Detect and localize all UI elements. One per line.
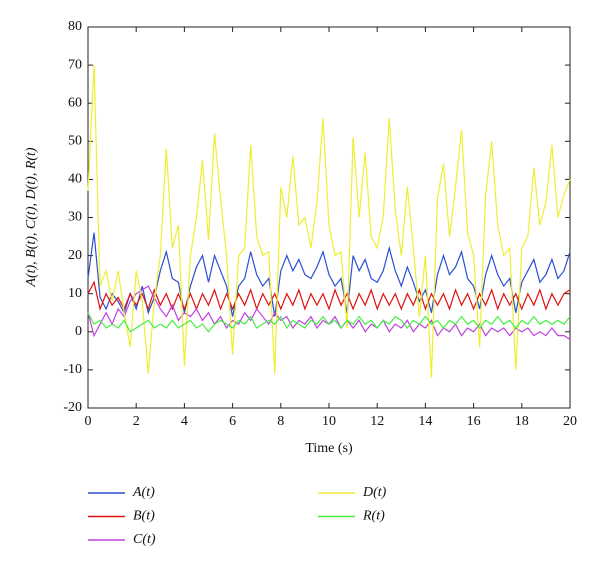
x-tick-label: 2 [133, 414, 140, 429]
x-tick-label: 20 [563, 414, 577, 429]
series-line [87, 65, 571, 378]
y-tick-label: 40 [68, 172, 82, 187]
x-axis-label: Time (s) [305, 441, 353, 456]
x-tick-label: 0 [85, 414, 92, 429]
y-tick-label: -10 [63, 362, 82, 377]
series-line [87, 285, 571, 340]
x-tick-label: 18 [515, 414, 529, 429]
series-line [87, 232, 571, 317]
y-tick-label: -20 [63, 400, 82, 415]
legend-label: C(t) [133, 532, 156, 547]
y-axis-label: A(t), B(t), C(t), D(t), R(t) [24, 147, 39, 288]
series-line [87, 280, 571, 311]
legend-label: D(t) [362, 485, 387, 500]
x-tick-label: 6 [229, 414, 236, 429]
y-tick-label: 30 [68, 210, 82, 225]
y-tick-label: 80 [68, 19, 82, 34]
legend-label: R(t) [362, 509, 385, 524]
y-tick-label: 70 [68, 57, 82, 72]
y-tick-label: 60 [68, 95, 82, 110]
x-tick-label: 4 [181, 414, 188, 429]
y-tick-label: 50 [68, 134, 82, 149]
x-tick-label: 8 [277, 414, 284, 429]
legend-label: A(t) [132, 485, 155, 500]
legend-label: B(t) [133, 509, 155, 524]
y-tick-label: 10 [68, 286, 82, 301]
y-tick-label: 20 [68, 248, 82, 263]
y-tick-label: 0 [75, 324, 82, 339]
x-tick-label: 12 [370, 414, 384, 429]
series-line [87, 312, 571, 333]
x-tick-label: 10 [322, 414, 336, 429]
x-tick-label: 14 [418, 414, 432, 429]
x-tick-label: 16 [467, 414, 481, 429]
